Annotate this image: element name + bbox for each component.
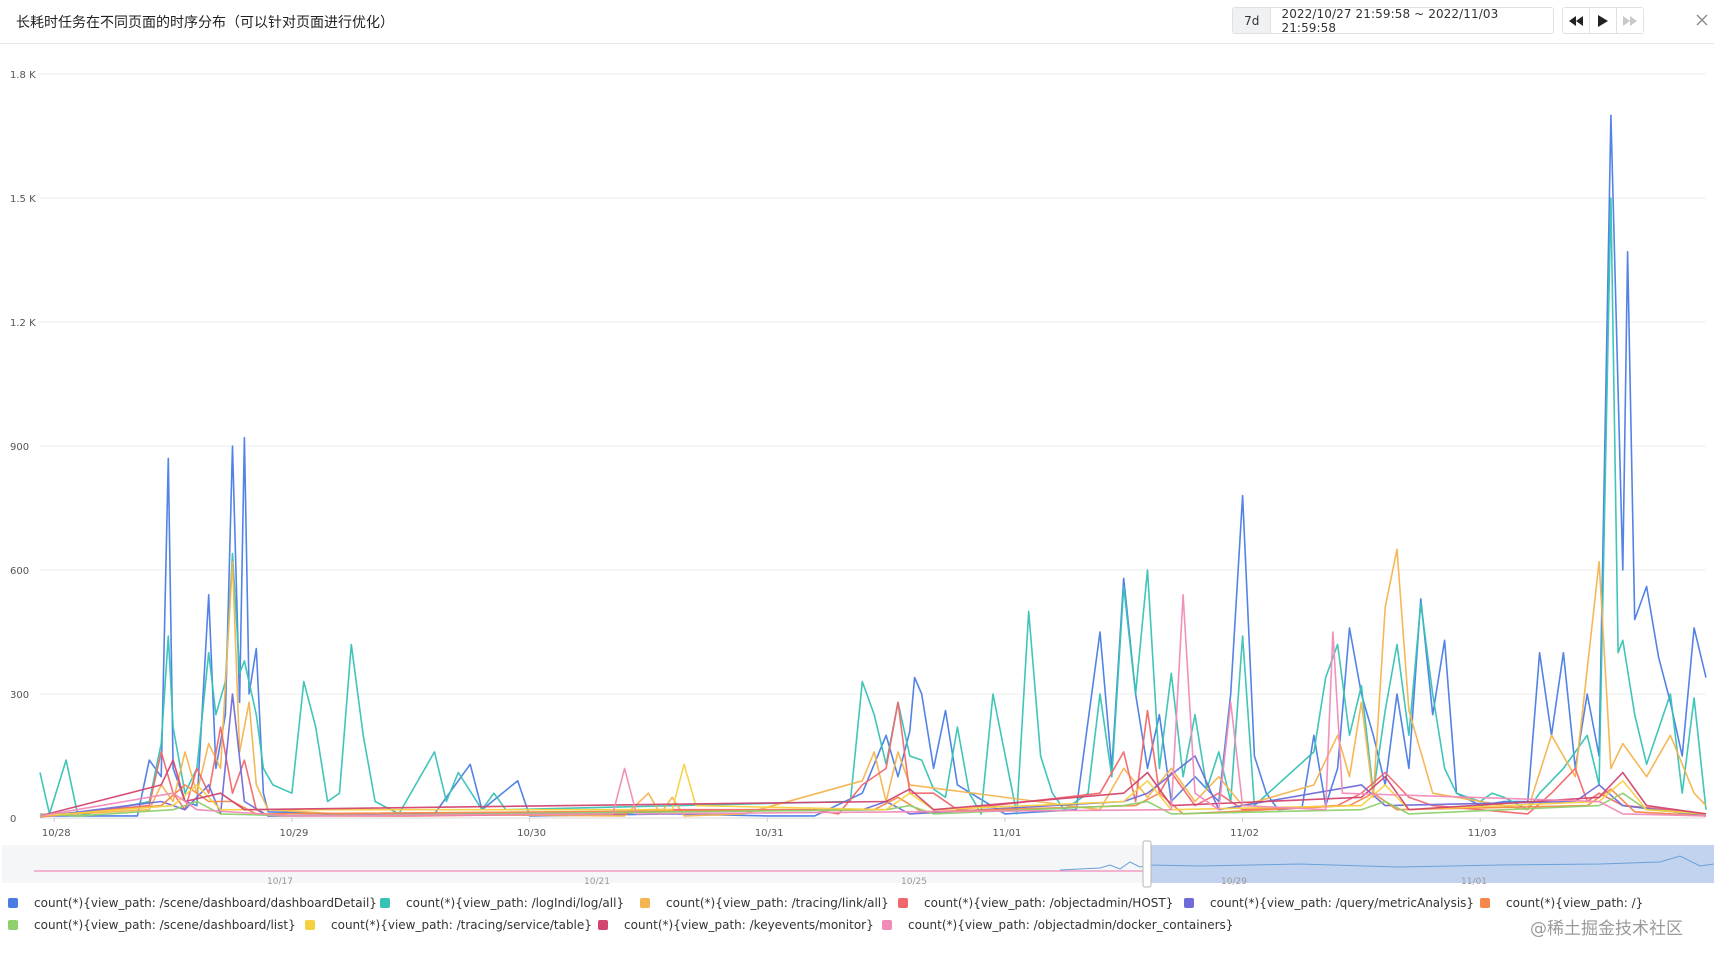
legend-label: count(*){view_path: /query/metricAnalysi… <box>1210 896 1475 910</box>
legend-item[interactable]: count(*){view_path: /logIndi/log/all} <box>380 896 624 910</box>
x-tick-label: 11/03 <box>1468 828 1497 839</box>
overview-tick-label: 10/25 <box>901 877 927 887</box>
panel-header: 长耗时任务在不同页面的时序分布（可以针对页面进行优化） 7d 2022/10/2… <box>0 0 1714 44</box>
y-tick-label: 1.8 K <box>10 70 36 81</box>
grid-lines <box>40 73 1706 819</box>
series-line-2[interactable] <box>39 548 1707 817</box>
overview-ticks: 10/17 10/21 10/25 10/29 11/01 <box>267 877 1487 887</box>
y-tick-label: 1.2 K <box>10 318 36 329</box>
y-tick-label: 900 <box>10 442 29 453</box>
rewind-button[interactable] <box>1563 8 1590 33</box>
legend-swatch <box>640 898 650 908</box>
series-line-6[interactable] <box>39 792 1707 817</box>
legend-item[interactable]: count(*){view_path: /keyevents/monitor} <box>598 918 874 932</box>
legend-swatch <box>8 920 18 930</box>
legend-swatch <box>598 920 608 930</box>
legend-item[interactable]: count(*){view_path: /query/metricAnalysi… <box>1184 896 1474 910</box>
fast-forward-button[interactable] <box>1617 8 1643 33</box>
close-button[interactable] <box>1695 12 1709 26</box>
y-tick-label: 0 <box>10 814 16 825</box>
series-line-3[interactable] <box>39 701 1707 817</box>
legend-item[interactable]: count(*){view_path: /} <box>1480 896 1643 910</box>
x-tick-label: 10/28 <box>42 828 71 839</box>
legend-item[interactable]: count(*){view_path: /tracing/link/all} <box>640 896 889 910</box>
y-axis: 0 300 600 900 1.2 K 1.5 K 1.8 K <box>10 70 36 825</box>
legend-label: count(*){view_path: /keyevents/monitor} <box>624 918 874 932</box>
x-tick-label: 11/02 <box>1230 828 1259 839</box>
series-line-9[interactable] <box>39 593 1707 817</box>
close-icon <box>1696 14 1708 26</box>
playback-controls <box>1562 7 1644 34</box>
legend-swatch <box>305 920 315 930</box>
y-tick-label: 300 <box>10 690 29 701</box>
x-tick-label: 10/31 <box>755 828 784 839</box>
overview-selection[interactable] <box>1149 845 1714 883</box>
x-tick-label: 11/01 <box>992 828 1021 839</box>
legend-label: count(*){view_path: /logIndi/log/all} <box>406 896 625 910</box>
series-line-1[interactable] <box>39 197 1707 817</box>
legend-swatch <box>1480 898 1490 908</box>
x-tick-label: 10/29 <box>280 828 309 839</box>
time-overview-slider[interactable]: 10/17 10/21 10/25 10/29 11/01 <box>2 840 1714 888</box>
line-chart: 0 300 600 900 1.2 K 1.5 K 1.8 K 10/28 10/29 10/3… <box>2 70 1714 888</box>
overview-sparkline <box>1059 855 1714 871</box>
legend-item[interactable]: count(*){view_path: /scene/dashboard/lis… <box>8 918 296 932</box>
watermark: @稀土掘金技术社区 <box>1530 919 1683 939</box>
legend-item[interactable]: count(*){view_path: /tracing/service/tab… <box>305 918 592 932</box>
legend-item[interactable]: count(*){view_path: /objectadmin/HOST} <box>898 896 1173 910</box>
overview-tick-label: 10/29 <box>1221 877 1247 887</box>
period-label[interactable]: 7d <box>1233 8 1272 33</box>
legend-label: count(*){view_path: /objectadmin/docker_… <box>908 918 1234 932</box>
legend-swatch <box>882 920 892 930</box>
play-icon <box>1598 14 1608 27</box>
legend-item[interactable]: count(*){view_path: /objectadmin/docker_… <box>882 918 1233 932</box>
chart-title: 长耗时任务在不同页面的时序分布（可以针对页面进行优化） <box>16 15 394 31</box>
overview-tick-label: 10/17 <box>267 877 293 887</box>
overview-tick-label: 10/21 <box>584 877 610 887</box>
legend-label: count(*){view_path: /scene/dashboard/das… <box>34 896 377 910</box>
y-tick-label: 1.5 K <box>10 194 36 205</box>
overview-tick-label: 11/01 <box>1461 877 1487 887</box>
time-range-text[interactable]: 2022/10/27 21:59:58 ~ 2022/11/03 21:59:5… <box>1281 6 1499 35</box>
series-lines <box>39 114 1707 818</box>
legend-label: count(*){view_path: /objectadmin/HOST} <box>924 896 1174 910</box>
legend-swatch <box>380 898 390 908</box>
y-tick-label: 600 <box>10 566 29 577</box>
legend-label: count(*){view_path: /tracing/service/tab… <box>331 918 592 932</box>
legend-swatch <box>8 898 18 908</box>
legend-swatch <box>1184 898 1194 908</box>
fast-forward-icon <box>1623 15 1637 26</box>
legend-label: count(*){view_path: /scene/dashboard/lis… <box>34 918 296 932</box>
rewind-icon <box>1569 15 1583 26</box>
x-axis: 10/28 10/29 10/30 10/31 11/01 11/02 11/03 <box>42 818 1497 839</box>
overview-handle[interactable] <box>1142 840 1152 888</box>
x-tick-label: 10/30 <box>517 828 546 839</box>
time-range-picker[interactable]: 7d 2022/10/27 21:59:58 ~ 2022/11/03 21:5… <box>1232 6 1554 35</box>
legend-swatch <box>898 898 908 908</box>
legend-label: count(*){view_path: /tracing/link/all} <box>666 896 889 910</box>
play-button[interactable] <box>1590 8 1617 33</box>
legend-label: count(*){view_path: /} <box>1506 896 1644 910</box>
legend-item[interactable]: count(*){view_path: /scene/dashboard/das… <box>8 896 377 910</box>
